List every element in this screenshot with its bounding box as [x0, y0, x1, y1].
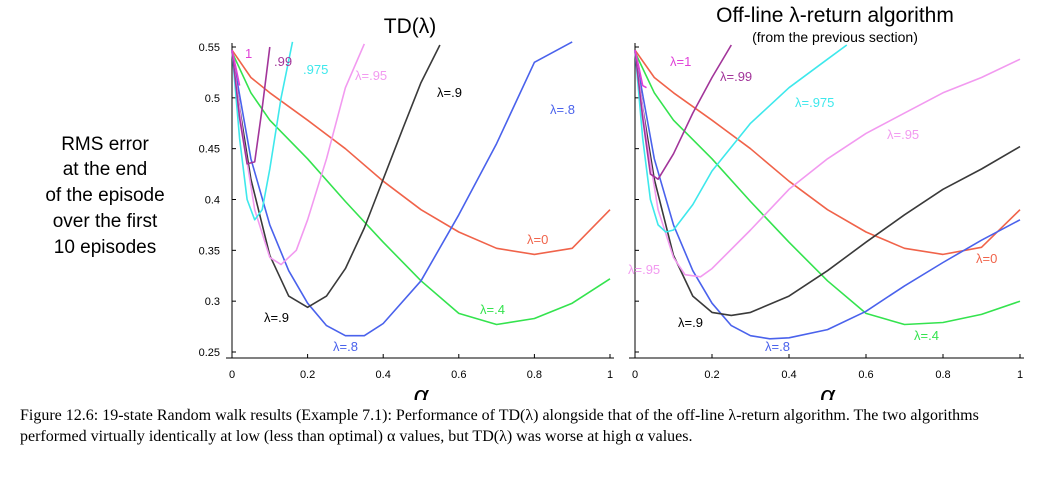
series-line: [634, 49, 1021, 256]
y-axis-label-line: of the episode: [45, 185, 164, 206]
x-tick-label: 0.6: [451, 369, 466, 381]
x-tick-label: 0.4: [376, 369, 391, 381]
y-tick-label: 0.25: [199, 347, 220, 359]
x-axis-label: α: [820, 380, 836, 400]
x-tick-label: 0.2: [704, 369, 719, 381]
series-label: λ=1: [670, 54, 691, 69]
panel-title: TD(λ): [384, 15, 436, 38]
series-label: λ=.95: [355, 68, 387, 83]
series-label: λ=.4: [914, 328, 939, 343]
series-line: [231, 46, 271, 165]
y-tick-label: 0.3: [205, 296, 220, 308]
series-label: λ=.975: [795, 95, 834, 110]
y-axis-label: RMS error at the end of the episode over…: [45, 134, 164, 258]
y-tick-label: 0.5: [205, 93, 220, 105]
series-line: [634, 44, 848, 233]
series-label: λ=.95: [887, 127, 919, 142]
y-tick-label: 0.55: [199, 42, 220, 54]
x-tick-label: 1: [1017, 369, 1023, 381]
x-tick-label: 0: [632, 369, 638, 381]
x-axis-label: α: [414, 380, 430, 400]
series-line: [634, 44, 732, 180]
series-line: [231, 49, 241, 86]
series-label: λ=0: [976, 251, 997, 266]
series-label: λ=.9: [678, 315, 703, 330]
series-label: λ=.4: [480, 302, 505, 317]
series-label: λ=0: [527, 232, 548, 247]
x-tick-label: 1: [607, 369, 613, 381]
series-label: .975: [303, 62, 328, 77]
y-tick-label: 0.35: [199, 245, 220, 257]
series-label: λ=.8: [765, 339, 790, 354]
td-lambda-panel: 0 0.2 0.4 0.6 0.8 1 0.25 0.3 0.35 0.4 0.45 0.5 0.55 λ…: [199, 15, 614, 400]
y-axis-label-line: at the end: [63, 159, 148, 180]
figure: RMS error at the end of the episode over…: [45, 4, 1024, 400]
series-label: λ=.99: [720, 69, 752, 84]
x-tick-label: 0.4: [781, 369, 796, 381]
y-tick-label: 0.45: [199, 144, 220, 156]
series-line: [231, 51, 611, 326]
y-tick-label: 0.4: [205, 195, 220, 207]
series-label: λ=.8: [333, 339, 358, 354]
series-label: .99: [274, 54, 292, 69]
series-line: [231, 43, 366, 266]
x-tick-label: 0.8: [527, 369, 542, 381]
series-line: [634, 49, 647, 89]
figure-caption: Figure 12.6: 19-state Random walk result…: [20, 407, 979, 445]
x-tick-label: 0.2: [300, 369, 315, 381]
series-line: [231, 41, 573, 337]
series-label: λ=.9: [264, 310, 289, 325]
x-tick-label: 0.8: [935, 369, 950, 381]
series-label: λ=.8: [550, 102, 575, 117]
y-axis-label-line: RMS error: [61, 134, 149, 155]
y-axis-label-line: 10 episodes: [54, 237, 156, 258]
series-label: λ=.9: [437, 85, 462, 100]
series-line: [634, 49, 1021, 317]
series-line: [634, 51, 1021, 340]
offline-lambda-return-panel: 0 0.2 0.4 0.6 0.8 1 λ=0 λ=.4 λ=.8 λ=.9 λ=.95 λ=.975…: [628, 4, 1024, 400]
y-axis-label-line: over the first: [53, 211, 158, 232]
series-label: 1: [245, 46, 252, 61]
x-tick-label: 0: [229, 369, 235, 381]
panel-subtitle: (from the previous section): [752, 29, 918, 45]
x-tick-label: 0.6: [858, 369, 873, 381]
panel-title: Off-line λ-return algorithm: [716, 4, 954, 27]
series-line: [634, 49, 1021, 278]
series-line: [231, 44, 441, 309]
series-line: [231, 49, 611, 256]
series-line: [634, 51, 1021, 326]
series-label: λ=.95: [628, 262, 660, 277]
series-line: [231, 41, 294, 221]
